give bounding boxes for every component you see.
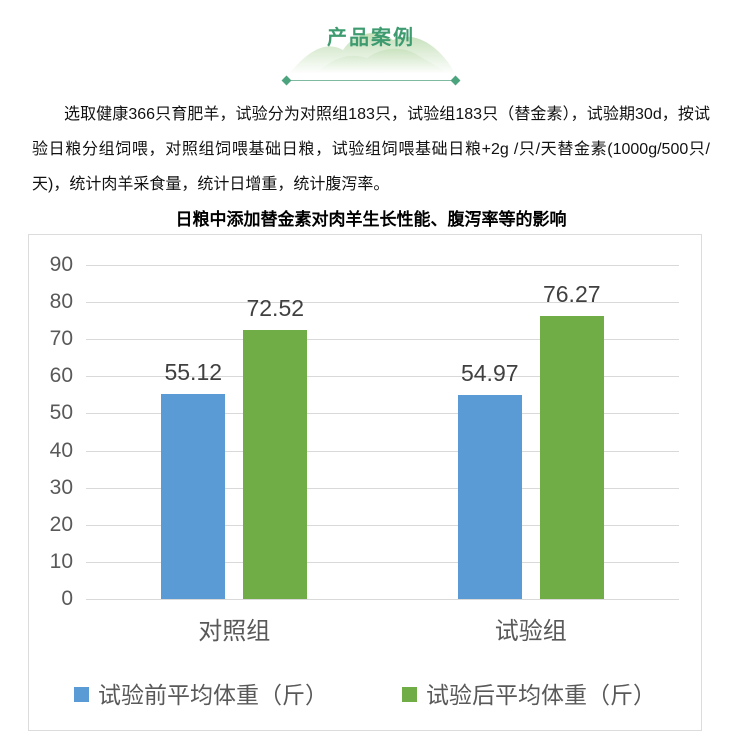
section-badge: 产品案例 xyxy=(281,27,461,86)
y-axis-tick-label: 80 xyxy=(49,290,73,314)
diamond-left-icon xyxy=(281,75,292,86)
intro-paragraph: 选取健康366只育肥羊，试验分为对照组183只，试验组183只（替金素），试验期… xyxy=(32,106,710,193)
y-axis-tick-label: 40 xyxy=(49,438,73,462)
gridline xyxy=(86,599,679,600)
bar-series-1 xyxy=(161,394,226,599)
legend-item: 试验前平均体重（斤） xyxy=(74,676,328,710)
y-axis-tick-label: 70 xyxy=(49,327,73,351)
bar-value-label: 54.97 xyxy=(460,360,519,386)
gridline xyxy=(86,302,679,304)
gridline xyxy=(86,339,679,341)
gridline xyxy=(86,487,679,489)
gridline xyxy=(86,524,679,526)
bar-series-2 xyxy=(539,315,604,599)
gridline xyxy=(86,376,679,378)
bar-value-label: 76.27 xyxy=(542,280,601,307)
y-axis-tick-label: 20 xyxy=(49,512,73,536)
gridline xyxy=(86,265,679,266)
y-axis-tick-label: 0 xyxy=(61,587,73,610)
y-axis-tick-label: 50 xyxy=(49,401,73,425)
divider-line xyxy=(290,80,452,81)
legend-item: 试验后平均体重（斤） xyxy=(402,676,656,710)
chart-title: 日粮中添加替金素对肉羊生长性能、腹泻率等的影响 xyxy=(175,210,567,229)
badge-divider xyxy=(281,75,461,86)
chart-container: 0 10 20 30 40 50 60 70 80 90 55.12 72.52 对照组 54.97 76.… xyxy=(28,234,702,731)
legend-label: 试验前平均体重（斤） xyxy=(98,682,328,708)
legend-swatch-icon xyxy=(402,687,417,702)
legend-swatch-icon xyxy=(74,687,89,702)
article-page: 产品案例 选取健康366只育肥羊，试验分为对照组183只，试验组183只（替金素… xyxy=(0,28,742,731)
bar-value-label: 72.52 xyxy=(246,294,305,321)
x-axis-category-label: 对照组 xyxy=(198,618,271,645)
bar-series-1 xyxy=(457,395,522,599)
bar-value-label: 55.12 xyxy=(164,359,223,386)
x-axis-category-label: 试验组 xyxy=(494,618,567,645)
y-axis-tick-label: 90 xyxy=(49,253,73,276)
bar-series-2 xyxy=(243,329,308,599)
gridline xyxy=(86,413,679,415)
gridline xyxy=(86,450,679,452)
y-axis-tick-label: 10 xyxy=(49,549,73,573)
mountains-decoration-icon xyxy=(289,33,455,74)
bar-chart: 0 10 20 30 40 50 60 70 80 90 55.12 72.52 对照组 54.97 76.… xyxy=(29,235,701,730)
y-axis-tick-label: 60 xyxy=(49,364,73,388)
chart-legend: 试验前平均体重（斤） 试验后平均体重（斤） xyxy=(29,676,701,710)
diamond-right-icon xyxy=(450,75,461,86)
legend-label: 试验后平均体重（斤） xyxy=(426,682,656,708)
section-badge-label: 产品案例 xyxy=(327,27,415,49)
y-axis-tick-label: 30 xyxy=(49,475,73,499)
gridline xyxy=(86,561,679,563)
